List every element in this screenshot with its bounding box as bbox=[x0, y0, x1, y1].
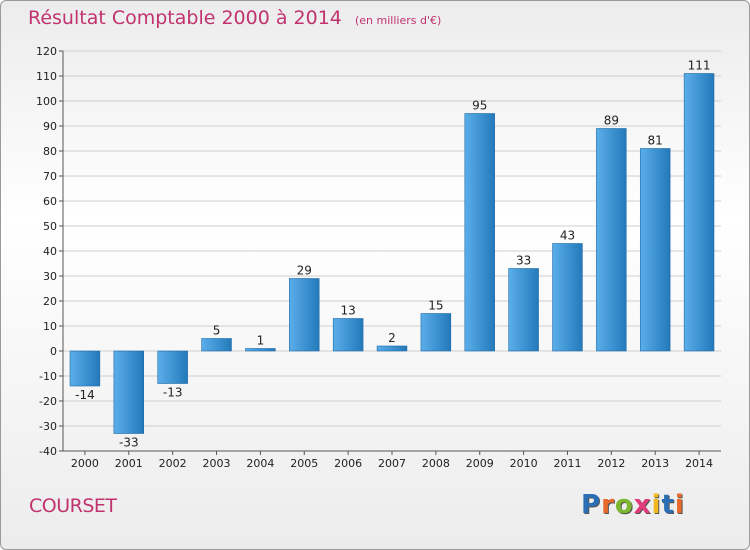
y-tick-label: 20 bbox=[43, 295, 57, 308]
bar bbox=[332, 318, 364, 352]
y-tick-label: 110 bbox=[36, 70, 57, 83]
bar bbox=[157, 350, 188, 384]
chart-title-block: Résultat Comptable 2000 à 2014 (en milli… bbox=[28, 7, 441, 29]
data-label: 13 bbox=[340, 304, 355, 318]
data-label: -33 bbox=[119, 436, 139, 450]
data-label: 5 bbox=[213, 324, 221, 338]
y-tick-label: 90 bbox=[43, 120, 57, 133]
x-tick-label: 2013 bbox=[641, 457, 669, 470]
data-label: 2 bbox=[388, 331, 396, 345]
bar bbox=[552, 243, 583, 352]
data-label: 95 bbox=[472, 99, 487, 113]
x-tick-label: 2002 bbox=[159, 457, 187, 470]
x-tick-label: 2004 bbox=[246, 457, 274, 470]
logo-letter: t bbox=[661, 490, 675, 520]
logo-letter: x bbox=[633, 490, 652, 520]
data-label: 29 bbox=[297, 264, 312, 278]
y-tick-label: 60 bbox=[43, 195, 57, 208]
x-tick-label: 2009 bbox=[466, 457, 494, 470]
bar bbox=[245, 348, 276, 352]
x-tick-label: 2014 bbox=[685, 457, 713, 470]
x-tick-label: 2000 bbox=[71, 457, 99, 470]
data-label: 89 bbox=[604, 114, 619, 128]
x-tick-label: 2008 bbox=[422, 457, 450, 470]
data-label: 43 bbox=[560, 229, 575, 243]
bar bbox=[113, 350, 145, 434]
x-tick-label: 2005 bbox=[290, 457, 318, 470]
y-tick-label: 30 bbox=[43, 270, 57, 283]
y-tick-label: 10 bbox=[43, 320, 57, 333]
data-label: -14 bbox=[75, 388, 95, 402]
bar bbox=[596, 128, 627, 352]
bar bbox=[639, 148, 671, 352]
x-tick-label: 2007 bbox=[378, 457, 406, 470]
data-label: 81 bbox=[648, 134, 663, 148]
data-label: 1 bbox=[257, 334, 265, 348]
logo-letter: i bbox=[651, 490, 662, 520]
bar bbox=[376, 345, 408, 352]
data-label: -13 bbox=[163, 386, 183, 400]
data-label: 111 bbox=[688, 59, 711, 73]
chart-title: Résultat Comptable 2000 à 2014 bbox=[28, 7, 342, 29]
y-tick-label: -10 bbox=[39, 370, 57, 383]
logo-letter: o bbox=[614, 490, 634, 520]
x-tick-label: 2010 bbox=[510, 457, 538, 470]
logo-letter: P bbox=[581, 490, 602, 520]
y-tick-label: -30 bbox=[39, 420, 57, 433]
y-tick-label: 40 bbox=[43, 245, 57, 258]
y-tick-label: 120 bbox=[36, 45, 57, 58]
y-tick-label: 0 bbox=[50, 345, 57, 358]
proxiti-logo: Proxiti bbox=[581, 490, 685, 520]
chart-subtitle: (en milliers d'€) bbox=[354, 14, 442, 27]
bar bbox=[201, 338, 232, 352]
y-tick-label: 50 bbox=[43, 220, 57, 233]
x-tick-label: 2012 bbox=[597, 457, 625, 470]
bar bbox=[420, 313, 452, 352]
y-tick-label: 100 bbox=[36, 95, 57, 108]
x-tick-label: 2006 bbox=[334, 457, 362, 470]
y-tick-label: 80 bbox=[43, 145, 57, 158]
data-label: 15 bbox=[428, 299, 443, 313]
x-tick-label: 2001 bbox=[115, 457, 143, 470]
bar bbox=[69, 350, 101, 387]
bar bbox=[289, 278, 320, 352]
bar bbox=[508, 268, 539, 352]
y-tick-label: 70 bbox=[43, 170, 57, 183]
bar bbox=[683, 73, 715, 352]
data-label: 33 bbox=[516, 254, 531, 268]
bar bbox=[464, 113, 495, 352]
x-tick-label: 2011 bbox=[553, 457, 581, 470]
town-name: COURSET bbox=[29, 495, 117, 517]
logo-letter: r bbox=[601, 490, 615, 520]
y-tick-label: -40 bbox=[39, 445, 57, 458]
logo-letter: i bbox=[674, 490, 685, 520]
x-tick-label: 2003 bbox=[203, 457, 231, 470]
y-tick-label: -20 bbox=[39, 395, 57, 408]
